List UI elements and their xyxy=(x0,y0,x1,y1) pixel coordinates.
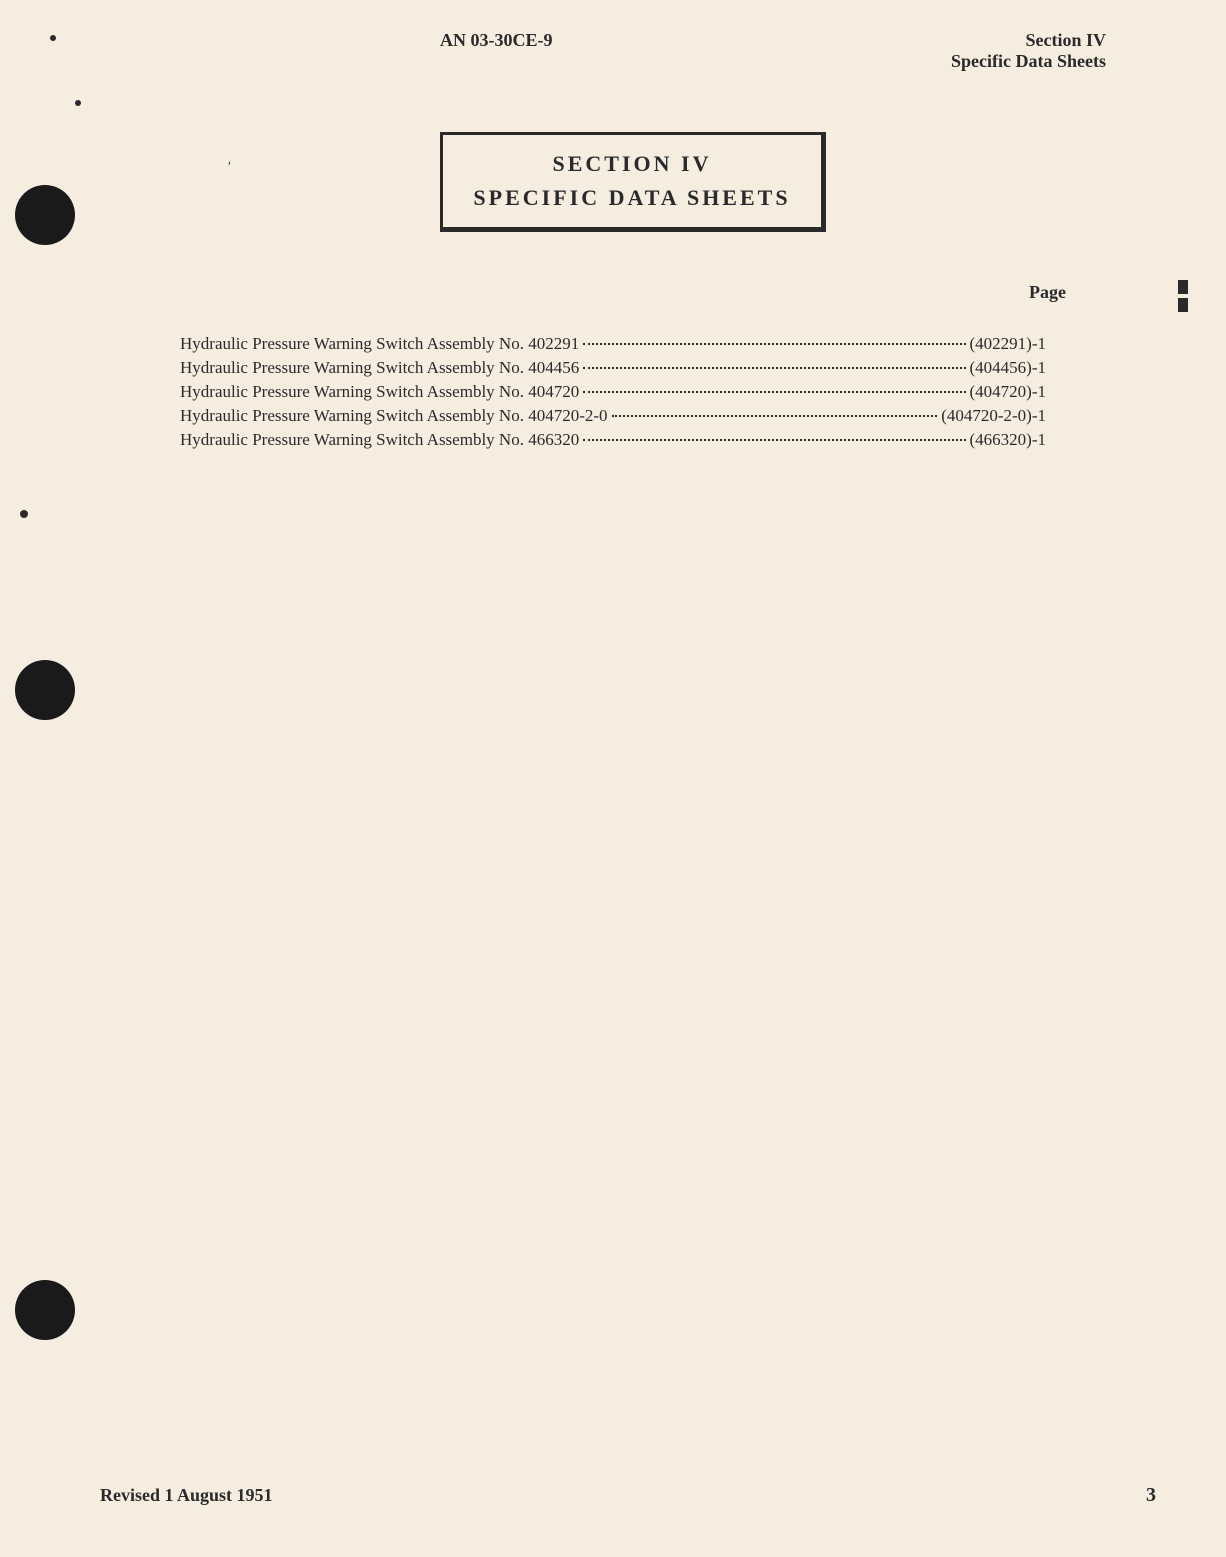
toc-entry: Hydraulic Pressure Warning Switch Assemb… xyxy=(180,429,1046,451)
document-number: AN 03-30CE-9 xyxy=(440,30,553,51)
page-container: ′ AN 03-30CE-9 Section IV Specific Data … xyxy=(0,0,1226,1557)
revision-date: Revised 1 August 1951 xyxy=(100,1485,273,1506)
toc-leader-dots-icon xyxy=(612,415,938,417)
page-column-label: Page xyxy=(100,282,1166,303)
toc-leader-dots-icon xyxy=(583,391,965,393)
header-section-info: Section IV Specific Data Sheets xyxy=(951,30,1106,72)
toc-leader-dots-icon xyxy=(583,367,965,369)
punch-hole-icon xyxy=(15,660,75,720)
toc-entry-page: (404720)-1 xyxy=(970,381,1046,403)
punch-hole-icon xyxy=(15,1280,75,1340)
page-header: AN 03-30CE-9 Section IV Specific Data Sh… xyxy=(100,30,1166,72)
toc-entry-text: Hydraulic Pressure Warning Switch Assemb… xyxy=(180,333,579,355)
toc-entry-text: Hydraulic Pressure Warning Switch Assemb… xyxy=(180,381,579,403)
toc-entry: Hydraulic Pressure Warning Switch Assemb… xyxy=(180,405,1046,427)
punch-hole-icon xyxy=(15,185,75,245)
section-title-box: SECTION IV SPECIFIC DATA SHEETS xyxy=(440,132,825,232)
revision-mark-icon xyxy=(1178,298,1188,312)
revision-marks xyxy=(1178,280,1188,316)
page-footer: Revised 1 August 1951 3 xyxy=(100,1484,1156,1507)
toc-entry: Hydraulic Pressure Warning Switch Assemb… xyxy=(180,333,1046,355)
toc-entry-page: (404456)-1 xyxy=(970,357,1046,379)
toc-entry-page: (466320)-1 xyxy=(970,429,1046,451)
toc-entry-text: Hydraulic Pressure Warning Switch Assemb… xyxy=(180,405,608,427)
toc-leader-dots-icon xyxy=(583,439,965,441)
section-label: Section IV xyxy=(951,30,1106,51)
section-title-wrapper: SECTION IV SPECIFIC DATA SHEETS xyxy=(100,132,1166,232)
toc-leader-dots-icon xyxy=(583,343,965,345)
page-number: 3 xyxy=(1146,1484,1156,1507)
scan-artifact-mark-icon: ′ xyxy=(228,160,231,176)
section-title-line2: SPECIFIC DATA SHEETS xyxy=(473,185,790,211)
toc-entry-text: Hydraulic Pressure Warning Switch Assemb… xyxy=(180,429,579,451)
section-subtitle: Specific Data Sheets xyxy=(951,51,1106,72)
scan-artifact-dot-icon xyxy=(20,510,28,518)
toc-entry-page: (402291)-1 xyxy=(970,333,1046,355)
revision-mark-icon xyxy=(1178,280,1188,294)
table-of-contents: Hydraulic Pressure Warning Switch Assemb… xyxy=(100,333,1166,451)
toc-entry-page: (404720-2-0)-1 xyxy=(941,405,1046,427)
scan-artifact-dot-icon xyxy=(50,35,56,41)
toc-entry: Hydraulic Pressure Warning Switch Assemb… xyxy=(180,357,1046,379)
scan-artifact-dot-icon xyxy=(75,100,81,106)
toc-entry-text: Hydraulic Pressure Warning Switch Assemb… xyxy=(180,357,579,379)
toc-entry: Hydraulic Pressure Warning Switch Assemb… xyxy=(180,381,1046,403)
section-title-line1: SECTION IV xyxy=(473,151,790,177)
